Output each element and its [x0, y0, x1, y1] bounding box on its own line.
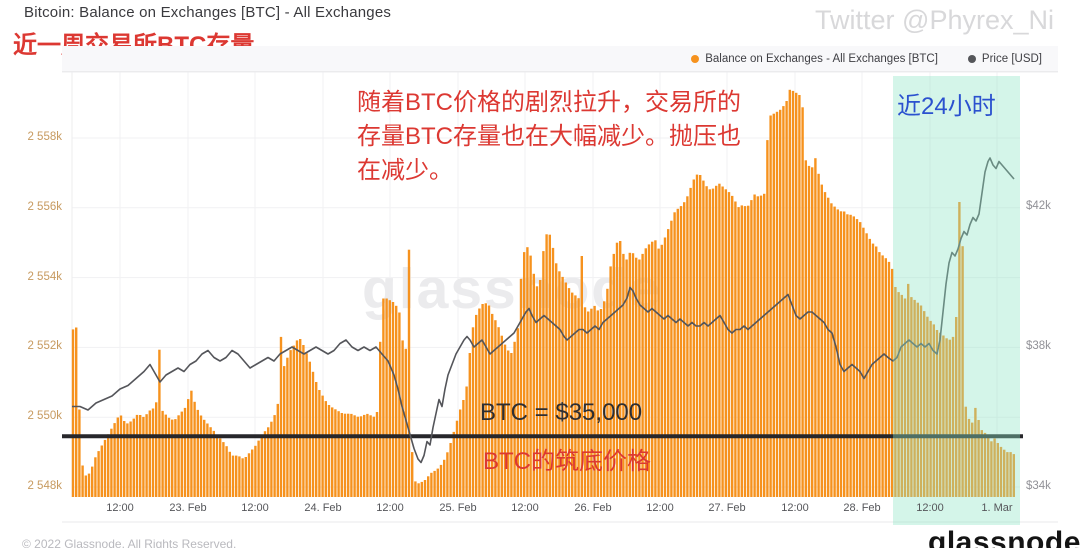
x-axis-tick-label: 26. Feb — [574, 502, 612, 514]
price-series-dot-icon — [967, 54, 976, 63]
x-axis-tick-label: 27. Feb — [708, 502, 746, 514]
x-axis-tick-label: 1. Mar — [981, 502, 1013, 514]
legend-item-label: Price [USD] — [981, 52, 1042, 65]
y-axis-right-tick-label: $42k — [1026, 200, 1051, 212]
x-axis-tick-label: 12:00 — [376, 502, 404, 514]
legend-item-balance: Balance on Exchanges - All Exchanges [BT… — [691, 53, 938, 65]
legend: Balance on Exchanges - All Exchanges [BT… — [62, 46, 1058, 72]
y-axis-left-tick-label: 2 550k — [27, 410, 62, 423]
x-axis-tick-label: 23. Feb — [169, 502, 207, 514]
x-axis-tick-label: 12:00 — [106, 502, 134, 514]
legend-item-price: Price [USD] — [967, 52, 1042, 65]
reference-line-label: BTC = $35,000 — [480, 399, 643, 426]
reference-line-note-cn: BTC的筑底价格 — [483, 448, 651, 475]
balance-series-dot-icon — [691, 54, 700, 63]
x-axis-tick-label: 24. Feb — [304, 502, 342, 514]
chart-title: Bitcoin: Balance on Exchanges [BTC] - Al… — [24, 4, 392, 21]
glassnode-logo: glassnode — [928, 526, 1080, 548]
annotation-note: 随着BTC价格的剧烈拉升，交易所的 存量BTC存量也在大幅减少。抛压也 在减少。 — [357, 86, 741, 188]
annotation-note-line: 随着BTC价格的剧烈拉升，交易所的 — [357, 89, 741, 116]
y-axis-left-tick-label: 2 552k — [27, 340, 62, 353]
highlight-region-label: 近24小时 — [897, 93, 996, 120]
x-axis-tick-label: 12:00 — [511, 502, 539, 514]
y-axis-left-tick-label: 2 554k — [27, 270, 62, 283]
y-axis-right-tick-label: $38k — [1026, 340, 1051, 352]
twitter-watermark: Twitter @Phyrex_Ni — [815, 5, 1054, 35]
annotation-note-line: 存量BTC存量也在大幅减少。抛压也 — [357, 123, 741, 150]
x-axis-tick-label: 12:00 — [241, 502, 269, 514]
x-axis-tick-label: 12:00 — [646, 502, 674, 514]
y-axis-left-tick-label: 2 548k — [27, 480, 62, 492]
y-axis-left-tick-label: 2 556k — [27, 200, 62, 213]
annotation-note-line: 在减少。 — [357, 157, 453, 184]
y-axis-left-tick-label: 2 558k — [27, 131, 62, 143]
x-axis-tick-label: 25. Feb — [439, 502, 477, 514]
x-axis-tick-label: 28. Feb — [843, 502, 881, 514]
legend-item-label: Balance on Exchanges - All Exchanges [BT… — [705, 52, 938, 65]
x-axis-tick-label: 12:00 — [916, 502, 944, 514]
y-axis-right-tick-label: $34k — [1026, 480, 1051, 492]
x-axis-tick-label: 12:00 — [781, 502, 809, 514]
copyright-text: © 2022 Glassnode. All Rights Reserved. — [22, 537, 237, 548]
